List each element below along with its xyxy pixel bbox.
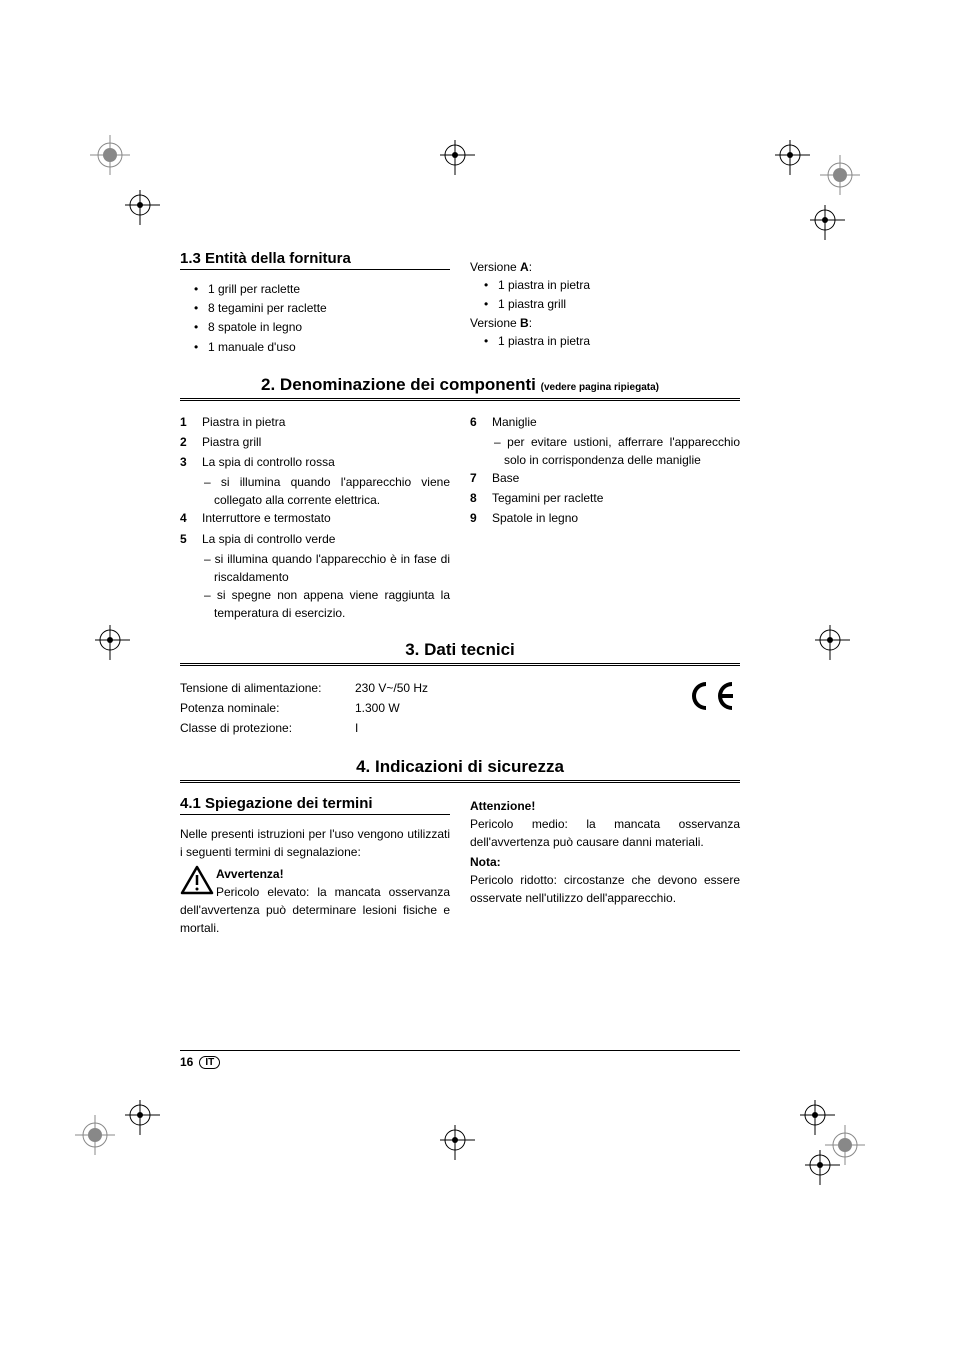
intro-text: Nelle presenti istruzioni per l'uso veng… <box>180 825 450 861</box>
heading-2: 2. Denominazione dei componenti (vedere … <box>180 375 740 401</box>
crop-mark <box>775 140 825 195</box>
heading-4: 4. Indicazioni di sicurezza <box>180 757 740 783</box>
list-item: 1 piastra in pietra <box>498 332 740 351</box>
page-content: 1.3 Entità della fornitura 1 grill per r… <box>180 250 740 937</box>
list-item: 1 manuale d'uso <box>208 338 450 357</box>
heading-1-3: 1.3 Entità della fornitura <box>180 250 450 270</box>
components-left: 1Piastra in pietra 2Piastra grill 3La sp… <box>180 413 450 622</box>
crop-mark <box>125 190 175 245</box>
list-item: 1 piastra in pietra <box>498 276 740 295</box>
crop-mark <box>440 1125 490 1180</box>
crop-mark <box>95 625 145 680</box>
page-number: 16 <box>180 1055 193 1069</box>
heading-4-1: 4.1 Spiegazione dei termini <box>180 795 450 815</box>
version-b-list: 1 piastra in pietra <box>470 332 740 351</box>
crop-mark <box>805 1150 855 1205</box>
attenzione-text: Pericolo medio: la mancata osservanza de… <box>470 815 740 851</box>
crop-mark <box>810 205 860 260</box>
tech-data-table: Tensione di alimentazione:230 V~/50 Hz P… <box>180 678 740 739</box>
crop-mark <box>125 1100 175 1155</box>
crop-mark <box>440 140 490 195</box>
crop-mark <box>815 625 865 680</box>
list-item: 1 piastra grill <box>498 295 740 314</box>
components-right: 6Maniglie – per evitare ustioni, afferra… <box>470 413 740 622</box>
nota-text: Pericolo ridotto: circostanze che devono… <box>470 871 740 907</box>
version-b-label: Versione B: <box>470 314 740 332</box>
heading-3: 3. Dati tecnici <box>180 640 740 666</box>
list-item: 1 grill per raclette <box>208 280 450 299</box>
language-badge: IT <box>199 1056 220 1069</box>
version-a-list: 1 piastra in pietra 1 piastra grill <box>470 276 740 314</box>
ce-mark-icon <box>690 678 740 722</box>
nota-title: Nota: <box>470 853 740 871</box>
supply-list: 1 grill per raclette 8 tegamini per racl… <box>180 280 450 357</box>
avvertenza-title: Avvertenza! <box>180 865 450 883</box>
attenzione-title: Attenzione! <box>470 797 740 815</box>
warning-triangle-icon <box>180 865 214 895</box>
list-item: 8 spatole in legno <box>208 318 450 337</box>
avvertenza-text: Pericolo elevato: la mancata osservanza … <box>180 883 450 937</box>
list-item: 8 tegamini per raclette <box>208 299 450 318</box>
page-footer: 16 IT <box>180 1050 740 1069</box>
version-a-label: Versione A: <box>470 258 740 276</box>
